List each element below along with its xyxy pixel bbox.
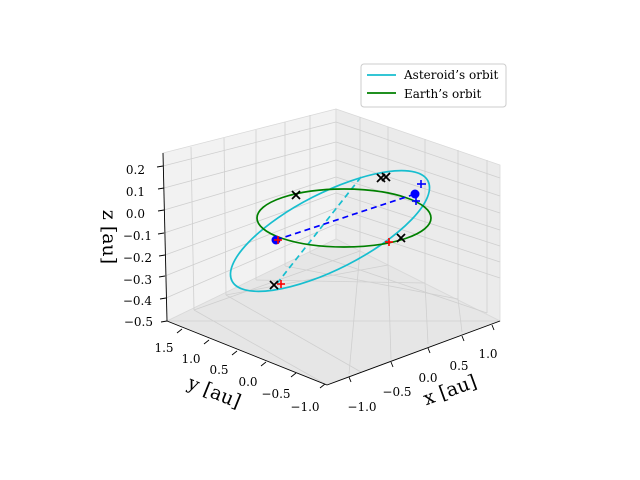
z-tick-label: −0.3: [123, 273, 152, 287]
cross-markers: [269, 172, 406, 290]
y-tick-label: −0.5: [261, 387, 290, 401]
cross-marker: [396, 233, 406, 243]
x-tick-label: 1.0: [478, 347, 497, 361]
x-tick-label: 0.0: [418, 371, 437, 385]
z-tick-labels: 0.2 0.1 0.0 −0.1 −0.2 −0.3 −0.4 −0.5: [123, 163, 153, 329]
z-tick-label: 0.2: [126, 163, 145, 177]
blue-plus-marker: [412, 197, 420, 205]
legend-box: [360, 63, 507, 108]
red-plus-marker: [277, 280, 285, 288]
z-tick-label: −0.4: [123, 294, 153, 308]
y-tick-label: 1.0: [181, 352, 200, 366]
legend-label-asteroid: Asteroid’s orbit: [403, 68, 498, 82]
y-tick-marks: [176, 328, 326, 389]
y-tick-label: 0.5: [209, 363, 228, 377]
z-tick-label: −0.1: [123, 229, 152, 243]
x-tick-marks: [348, 324, 495, 383]
grid-floor: [167, 250, 500, 386]
transfer-trajectory-line: [275, 193, 416, 241]
legend-label-earth: Earth’s orbit: [404, 87, 481, 101]
arrival-point-marker: [410, 189, 420, 199]
cross-marker: [381, 172, 391, 182]
grid-right: [335, 117, 501, 313]
y-tick-label: 0.0: [238, 375, 257, 389]
blue-plus-markers: [412, 180, 426, 205]
x-tick-labels: −1.0 −0.5 0.0 0.5 1.0: [347, 347, 497, 414]
z-tick-label: 0.1: [126, 185, 145, 199]
z-tick-marks: [156, 165, 168, 323]
cross-marker: [269, 280, 279, 290]
red-plus-marker: [274, 236, 282, 244]
z-tick-label: 0.0: [126, 207, 145, 221]
y-tick-label: −1.0: [290, 400, 319, 414]
asteroid-orbit-line: [229, 169, 431, 293]
y-axis-label: y [au]: [184, 372, 244, 413]
y-tick-label: 1.5: [154, 341, 173, 355]
x-tick-label: −0.5: [382, 385, 411, 399]
cross-marker: [291, 190, 301, 200]
z-tick-label: −0.5: [124, 315, 153, 329]
asteroid-orbit-hidden-segment: [274, 176, 362, 287]
z-axis-label: z [au]: [98, 210, 120, 264]
x-tick-label: 0.5: [449, 359, 468, 373]
y-tick-labels: 1.5 1.0 0.5 0.0 −0.5 −1.0: [154, 341, 319, 414]
earth-orbit-line: [256, 188, 432, 248]
blue-plus-marker: [417, 180, 426, 188]
axis-lines: [162, 152, 501, 386]
legend: Asteroid’s orbit Earth’s orbit: [360, 63, 507, 108]
red-plus-markers: [274, 236, 393, 288]
grid-left: [162, 115, 337, 311]
z-tick-label: −0.2: [123, 251, 152, 265]
red-plus-marker: [385, 238, 393, 246]
x-tick-label: −1.0: [347, 400, 376, 414]
